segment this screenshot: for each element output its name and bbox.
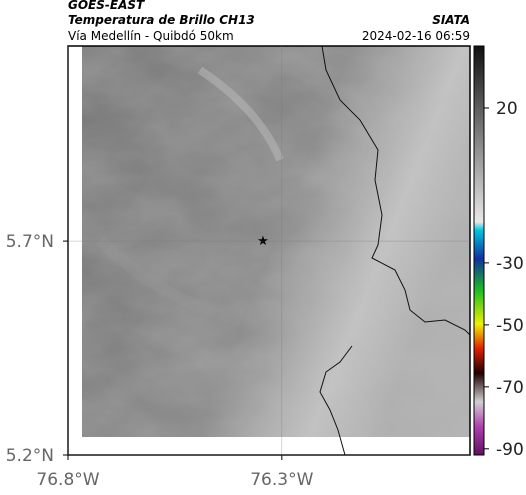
product: Temperatura de Brillo CH13: [68, 13, 255, 27]
location-star: ★: [257, 234, 269, 249]
colorbar-label: 20: [496, 99, 518, 119]
datetime: 2024-02-16 06:59: [362, 29, 470, 43]
colorbar-label: -90: [496, 440, 524, 460]
border: [321, 46, 470, 336]
coastline: [319, 345, 353, 455]
lat-label: 5.7°N: [6, 232, 54, 252]
region: Vía Medellín - Quibdó 50km: [68, 29, 234, 43]
colorbar-label: -50: [496, 316, 524, 336]
satellite-image: ★: [68, 46, 470, 455]
colorbar: [473, 45, 485, 456]
satellite: GOES-EAST: [68, 0, 145, 12]
lat-label: 5.2°N: [6, 446, 54, 466]
lon-label: 76.8°W: [36, 470, 99, 490]
colorbar-label: -30: [496, 254, 524, 274]
lon-label: 76.3°W: [250, 470, 313, 490]
source: SIATA: [432, 13, 470, 27]
colorbar-label: -70: [496, 378, 524, 398]
